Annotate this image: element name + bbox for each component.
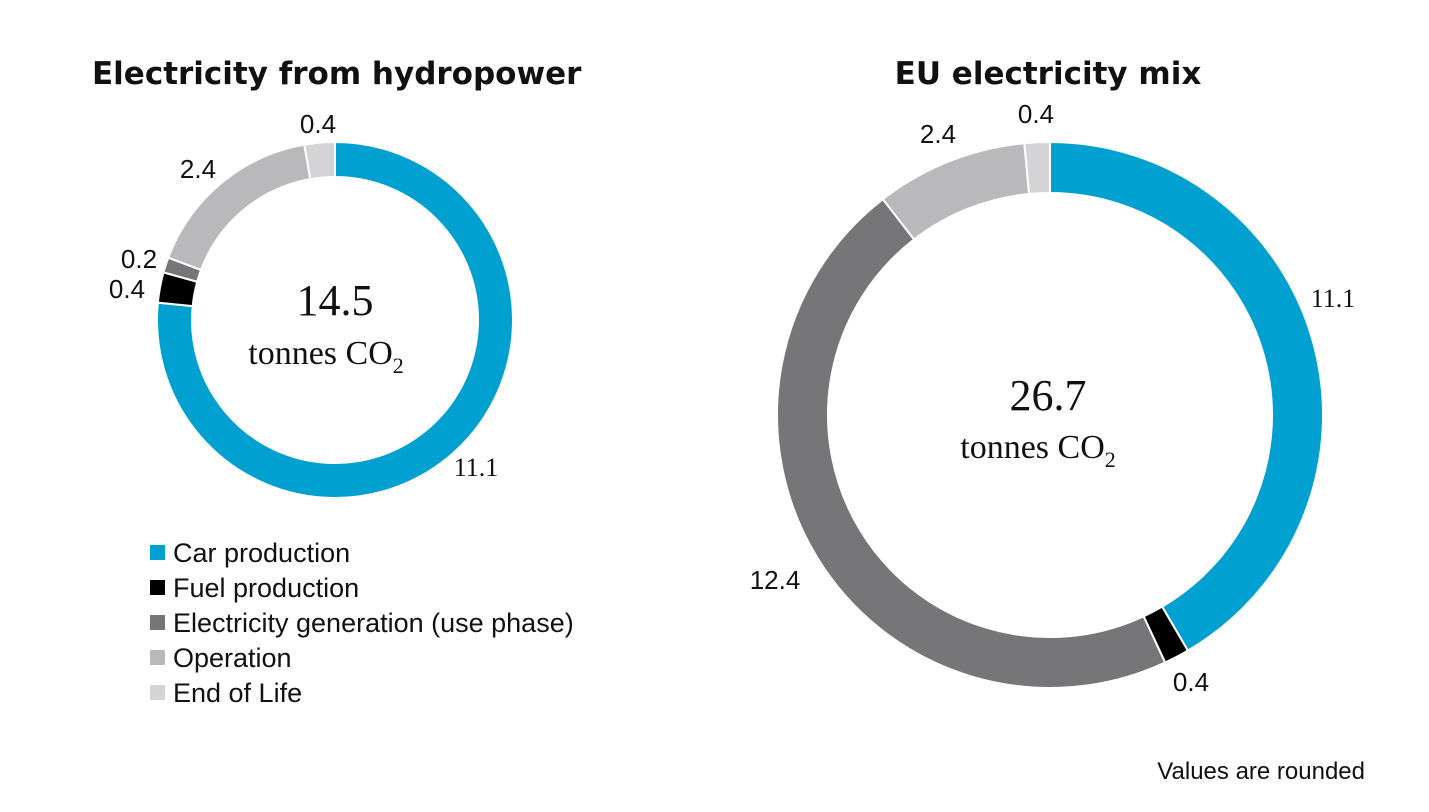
slice-label-end-of-life: 0.4	[300, 109, 336, 139]
center-unit-hydropower: tonnes CO2	[248, 335, 404, 378]
chart-title-eu-mix: EU electricity mix	[895, 56, 1202, 92]
slice-label-operation: 2.4	[920, 119, 956, 149]
legend-label-car-production: Car production	[173, 538, 350, 568]
legend-label-end-of-life: End of Life	[173, 678, 302, 708]
center-unit-subscript: 2	[393, 353, 404, 378]
donut-eu-mix: 11.1 0.4 12.4 2.4 0.4	[750, 99, 1356, 697]
slice-operation	[881, 142, 1031, 241]
slice-electricity-generation-use-phase	[776, 197, 1167, 689]
rounding-note: Values are rounded	[1157, 758, 1365, 785]
center-unit-text: tonnes CO	[248, 335, 393, 372]
slice-end-of-life	[303, 140, 336, 181]
center-value-eu-mix: 26.7	[1010, 371, 1087, 420]
legend: Car production Fuel production Electricity…	[150, 538, 574, 708]
legend-label-electricity-generation-use-phase: Electricity generation (use phase)	[173, 608, 574, 638]
chart-title-hydropower: Electricity from hydropower	[92, 56, 582, 92]
slice-end-of-life	[1023, 140, 1051, 196]
slice-label-car-production: 11.1	[1311, 284, 1356, 313]
center-unit-text: tonnes CO	[960, 429, 1105, 466]
center-value-hydropower: 14.5	[297, 276, 374, 325]
slice-label-fuel-production: 0.4	[1173, 667, 1209, 697]
legend-swatch-end-of-life	[150, 685, 165, 700]
legend-label-fuel-production: Fuel production	[173, 573, 359, 603]
slice-label-operation: 2.4	[180, 154, 216, 184]
slice-label-electricity-generation-use-phase: 12.4	[750, 565, 801, 595]
center-unit-subscript: 2	[1105, 447, 1116, 472]
legend-swatch-electricity-generation-use-phase	[150, 615, 165, 630]
legend-label-operation: Operation	[173, 643, 292, 673]
legend-swatch-fuel-production	[150, 580, 165, 595]
slice-car-production	[1049, 140, 1324, 652]
slice-label-car-production: 11.1	[454, 453, 499, 482]
legend-swatch-operation	[150, 650, 165, 665]
legend-swatch-car-production	[150, 545, 165, 560]
center-unit-eu-mix: tonnes CO2	[960, 429, 1116, 472]
donut-hydropower: 11.10.40.22.40.4	[109, 109, 514, 499]
slice-label-fuel-production: 0.4	[109, 274, 145, 304]
slice-car-production	[156, 140, 514, 499]
slice-label-end-of-life: 0.4	[1018, 99, 1054, 129]
slice-label-electricity-generation-use-phase: 0.2	[121, 244, 157, 274]
